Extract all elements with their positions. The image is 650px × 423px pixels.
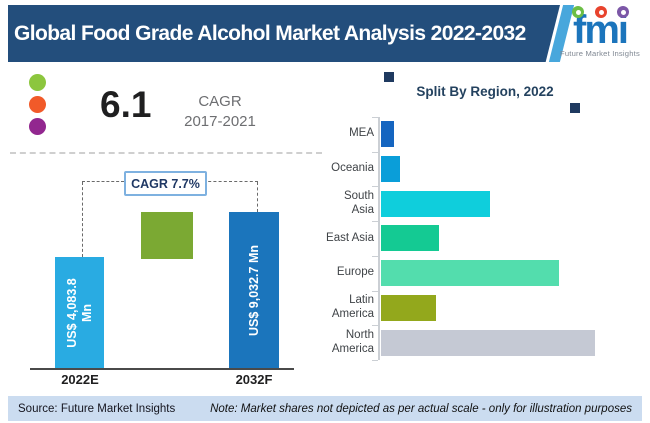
- bar-south-asia: [381, 190, 490, 217]
- axis-tick: [372, 290, 378, 292]
- bar-europe: [381, 260, 559, 287]
- bar-2032f: US$ 9,032.7 Mn: [229, 212, 279, 368]
- header: Global Food Grade Alcohol Market Analysi…: [8, 5, 560, 62]
- bar-row: [381, 256, 595, 291]
- balloon-icon: [617, 6, 629, 18]
- axis-tick: [372, 151, 378, 153]
- footer-band: Source: Future Market Insights Note: Mar…: [8, 396, 642, 421]
- cagr-connector-line: [82, 181, 124, 182]
- cagr-label: CAGR: [198, 93, 242, 110]
- bar-value-line: US$ 4,083.8: [64, 277, 79, 348]
- region-label-south-asia: South Asia: [343, 189, 374, 216]
- region-label-north-america: North America: [331, 328, 374, 355]
- region-label-mea: MEA: [349, 127, 374, 140]
- bar-value-label: US$ 9,032.7 Mn: [247, 244, 262, 335]
- bar-row: [381, 221, 595, 256]
- bar-value-line: US$ 9,032.7 Mn: [246, 244, 261, 336]
- axis-tick: [372, 221, 378, 223]
- balloon-icon: [595, 6, 607, 18]
- region-bar-plot: [381, 117, 595, 360]
- bar-row: [381, 186, 595, 221]
- axis-tick: [372, 360, 378, 361]
- logo-tagline: Future Market Insights: [560, 49, 640, 58]
- region-label-column: MEA Oceania South Asia East Asia Europe …: [316, 117, 374, 360]
- cagr-annotation-box: CAGR 7.7%: [124, 171, 207, 196]
- source-text: Source: Future Market Insights: [18, 402, 176, 415]
- cagr-connector-line: [203, 181, 258, 182]
- axis-label-2022e: 2022E: [61, 372, 99, 387]
- bullet-purple-icon: [29, 118, 46, 135]
- region-label-oceania: Oceania: [331, 162, 374, 175]
- bar-row: [381, 152, 595, 187]
- bar-east-asia: [381, 225, 439, 252]
- cagr-connector-line: [82, 182, 83, 257]
- decor-green-square: [141, 212, 193, 259]
- y-axis-line: [378, 117, 380, 360]
- cagr-period-label: CAGR 2017-2021: [178, 92, 262, 131]
- bar-value-label: US$ 4,083.8 Mn: [65, 278, 95, 348]
- region-label-europe: Europe: [336, 266, 374, 279]
- bar-north-america: [381, 329, 595, 356]
- bar-oceania: [381, 156, 400, 183]
- bullet-green-icon: [29, 74, 46, 91]
- x-axis-line: [30, 368, 294, 370]
- cagr-value: 6.1: [100, 84, 152, 125]
- cagr-connector-line: [257, 182, 258, 212]
- axis-tick: [372, 186, 378, 188]
- bar-row: [381, 291, 595, 326]
- axis-tick: [372, 325, 378, 327]
- bullet-orange-icon: [29, 96, 46, 113]
- bar-value-line: Mn: [79, 303, 94, 322]
- balloon-icon: [572, 6, 584, 18]
- bar-mea: [381, 121, 394, 148]
- bar-row: [381, 325, 595, 360]
- bar-row: [381, 117, 595, 152]
- decor-navy-square: [384, 72, 394, 82]
- decor-navy-square: [570, 103, 580, 113]
- cagr-period: 2017-2021: [184, 112, 256, 130]
- axis-label-2032f: 2032F: [235, 372, 273, 387]
- bar-2022e: US$ 4,083.8 Mn: [55, 257, 104, 368]
- axis-tick: [372, 255, 378, 257]
- region-label-latin-america: Latin America: [331, 294, 374, 320]
- axis-tick: [372, 117, 378, 118]
- fmi-logo: fmi Future Market Insights: [552, 6, 648, 62]
- region-chart-title: Split By Region, 2022: [416, 84, 554, 99]
- region-label-east-asia: East Asia: [326, 231, 374, 244]
- dashed-divider: [10, 152, 322, 154]
- bar-latin-america: [381, 294, 436, 321]
- page-title: Global Food Grade Alcohol Market Analysi…: [14, 21, 526, 45]
- note-text: Note: Market shares not depicted as per …: [210, 402, 632, 415]
